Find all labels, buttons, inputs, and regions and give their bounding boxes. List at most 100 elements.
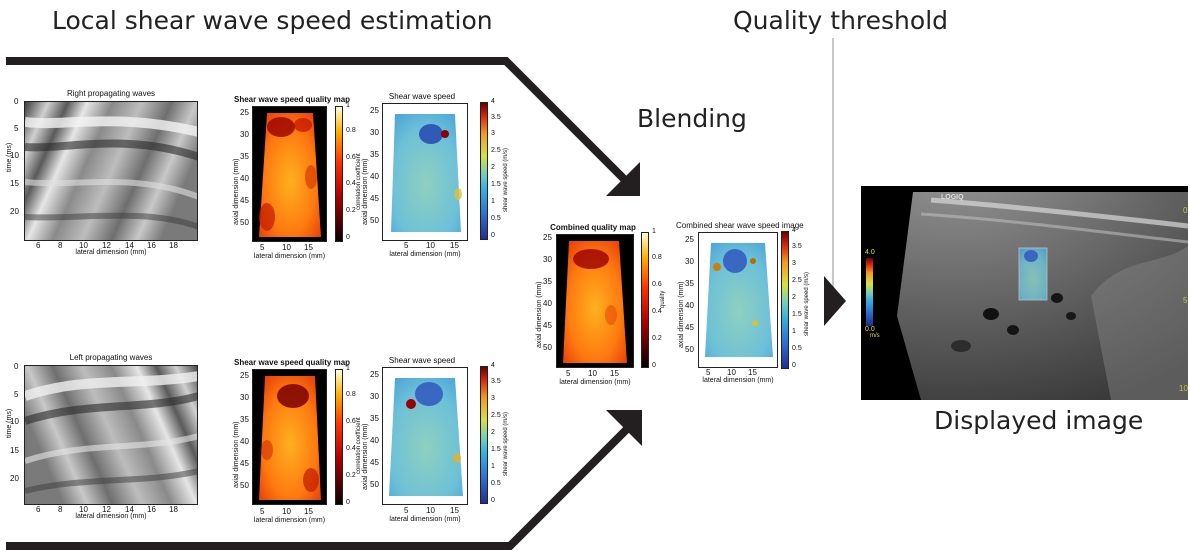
ytick: 5 [14, 124, 19, 133]
bottom-arrow-head [606, 410, 642, 446]
cbtick: 0.2 [346, 207, 356, 214]
cbtick: 3.5 [491, 378, 501, 385]
ytick: 35 [240, 415, 249, 424]
ytick: 25 [240, 108, 249, 117]
cbtick: 0.5 [491, 215, 501, 222]
ytick: 35 [240, 152, 249, 161]
ytick: 25 [543, 233, 552, 242]
cbtick: 0.8 [346, 391, 356, 398]
ytick: 10 [10, 417, 19, 426]
xtick: 15 [304, 243, 313, 252]
combined-quality-cblabel: quality [660, 290, 666, 308]
combined-quality-title: Combined quality map [550, 223, 636, 232]
right-waves-title: Right propagating waves [66, 89, 156, 98]
cbtick: 0 [346, 234, 350, 241]
ytick: 35 [685, 279, 694, 288]
ytick: 30 [240, 130, 249, 139]
top-arrow-head [606, 162, 640, 196]
ytick: 35 [543, 277, 552, 286]
xtick: 18 [169, 505, 178, 514]
logiq-brand-label: LOGIQ [941, 194, 964, 201]
cbtick: 2 [491, 429, 495, 436]
speed-map-top-cblabel: shear wave speed (m/s) [503, 147, 509, 212]
cbtick: 0.4 [346, 445, 356, 452]
cbtick: 1 [491, 198, 495, 205]
xtick: 10 [79, 505, 88, 514]
combined-speed-title: Combined shear wave speed image [676, 221, 804, 230]
cbtick: 0.6 [346, 154, 356, 161]
speed-map-bottom-ylabel: axial dimension (mm) [362, 423, 369, 490]
cbtick: 0.5 [491, 480, 501, 487]
combined-speed-image [698, 232, 778, 368]
xtick: 5 [260, 507, 265, 516]
combined-quality-xlabel: lateral dimension (mm) [559, 379, 631, 386]
quality-map-bottom-xlabel: lateral dimension (mm) [253, 517, 326, 524]
xtick: 15 [304, 507, 313, 516]
ytick: 45 [685, 323, 694, 332]
ytick: 45 [370, 458, 379, 467]
ytick: 40 [240, 174, 249, 183]
ytick: 50 [685, 345, 694, 354]
cbtick: 2 [491, 164, 495, 171]
speed-map-bottom-cblabel: shear wave speed (m/s) [503, 411, 509, 476]
cbtick: 0.6 [652, 281, 662, 288]
ytick: 30 [543, 255, 552, 264]
display-arrow-head [824, 276, 846, 326]
cbtick: 3.5 [792, 243, 802, 250]
ytick: 5 [14, 390, 19, 399]
scale-unit-label: m/s [870, 333, 880, 339]
cbtick: 0.2 [346, 472, 356, 479]
ytick: 50 [370, 480, 379, 489]
cbtick: 0.6 [346, 418, 356, 425]
xtick: 12 [102, 505, 111, 514]
ytick: 50 [240, 481, 249, 490]
xtick: 15 [450, 506, 459, 515]
combined-quality-image [556, 234, 634, 368]
quality-map-bottom-image [252, 369, 327, 505]
cbtick: 4 [491, 362, 495, 369]
ytick: 15 [10, 179, 19, 188]
ytick: 40 [685, 301, 694, 310]
ytick: 40 [240, 437, 249, 446]
cbtick: 0.8 [652, 254, 662, 261]
speed-map-bottom-xlabel: lateral dimension (mm) [389, 516, 461, 523]
xtick: 6 [36, 505, 41, 514]
depth-mark-5: 5 [1183, 296, 1188, 305]
speed-map-bottom-title: Shear wave speed [388, 356, 456, 365]
cbtick: 1 [346, 102, 350, 109]
ytick: 30 [370, 128, 379, 137]
bottom-band-arrow [6, 425, 631, 550]
cbtick: 0 [346, 499, 350, 506]
xtick: 5 [706, 368, 711, 377]
xtick: 5 [566, 369, 571, 378]
ytick: 30 [685, 257, 694, 266]
cbtick: 3 [491, 130, 495, 137]
quality-threshold-line [832, 38, 834, 300]
quality-map-top-colorbar [335, 106, 343, 242]
right-waves-plot [24, 101, 198, 241]
cbtick: 0.2 [652, 335, 662, 342]
cbtick: 4 [792, 227, 796, 234]
speed-map-bottom-colorbar [480, 366, 488, 504]
ytick: 10 [10, 151, 19, 160]
xtick: 10 [282, 507, 291, 516]
cbtick: 0.5 [792, 345, 802, 352]
ytick: 45 [543, 321, 552, 330]
ytick: 25 [685, 235, 694, 244]
cbtick: 2.5 [491, 412, 501, 419]
depth-mark-10: 10 [1179, 384, 1188, 393]
ultrasound-image: LOGIQ 4.0 0.0 m/s 0 5 10 [861, 186, 1188, 400]
ytick: 45 [240, 459, 249, 468]
speed-map-top-xlabel: lateral dimension (mm) [389, 251, 461, 258]
combined-quality-ylabel: axial dimension (mm) [536, 281, 543, 348]
xtick: 5 [260, 243, 265, 252]
xtick: 10 [282, 243, 291, 252]
cbtick: 4 [491, 98, 495, 105]
cbtick: 3 [792, 260, 796, 267]
scale-min-label: 0.0 [865, 326, 875, 333]
xtick: 14 [125, 241, 134, 250]
cbtick: 1 [792, 328, 796, 335]
left-waves-title: Left propagating waves [69, 353, 153, 362]
xtick: 8 [58, 241, 63, 250]
quality-threshold-label: Quality threshold [733, 6, 949, 35]
